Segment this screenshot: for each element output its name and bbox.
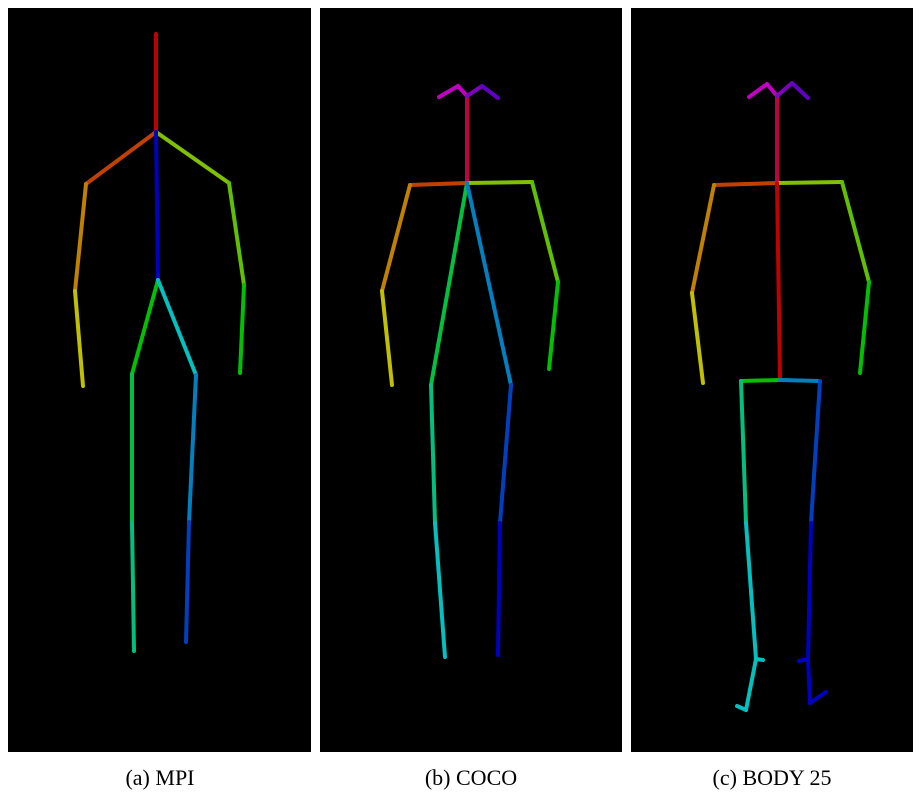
panel-mpi bbox=[8, 8, 311, 752]
caption: (b) COCO bbox=[425, 765, 517, 790]
figure: (a) MPI (b) COCO (c) BODY 25 bbox=[0, 0, 921, 795]
caption: (a) MPI bbox=[125, 765, 194, 790]
caption: (c) BODY 25 bbox=[713, 765, 832, 790]
page: (a) MPI (b) COCO (c) BODY 25 (() => { co… bbox=[0, 0, 921, 795]
panel-coco bbox=[320, 8, 622, 752]
